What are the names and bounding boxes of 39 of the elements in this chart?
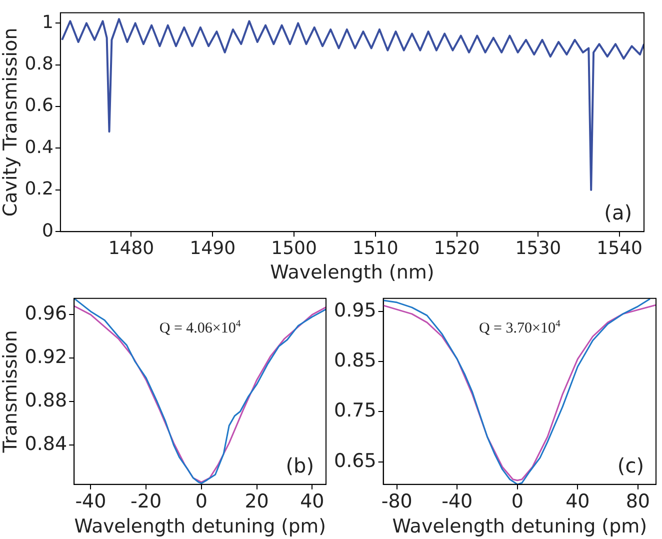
x-tick-label: 1530 — [515, 238, 562, 260]
x-tick-label: -20 — [130, 490, 162, 513]
y-tick-label: 0.65 — [334, 450, 376, 472]
y-tick-label: 0.8 — [24, 54, 54, 75]
x-tick-label: 1520 — [434, 238, 480, 260]
x-tick-label: 1500 — [271, 238, 317, 260]
y-tick-label: 0.95 — [334, 299, 376, 322]
y-tick-label: 0.75 — [334, 400, 376, 422]
x-tick-label: 1510 — [352, 238, 398, 260]
x-tick-label: -40 — [75, 490, 106, 513]
y-tick-label: 0.6 — [24, 95, 54, 116]
y-tick-label: 1 — [42, 12, 54, 33]
y-tick-label: 0.2 — [24, 178, 54, 200]
x-tick-label: 40 — [566, 490, 590, 513]
y-axis-title: Cavity Transmission — [0, 28, 22, 217]
x-tick-label: -80 — [381, 490, 412, 513]
y-axis-title: Transmission — [0, 330, 22, 454]
y-tick-label: 0.4 — [24, 136, 54, 158]
x-tick-label: 40 — [300, 490, 324, 513]
y-tick-label: 0.88 — [24, 390, 68, 412]
y-tick-label: 0.96 — [24, 302, 68, 325]
y-tick-label: 0.84 — [24, 433, 68, 456]
x-tick-label: 80 — [626, 490, 650, 513]
y-tick-label: 0.92 — [24, 346, 68, 368]
x-axis-title: Wavelength detuning (pm) — [74, 515, 326, 538]
x-tick-label: 1490 — [190, 238, 236, 260]
x-tick-label: 0 — [195, 490, 208, 513]
annotation: (c) — [617, 453, 644, 478]
x-tick-label: 0 — [511, 490, 524, 513]
y-tick-label: 0 — [42, 220, 54, 242]
x-axis-title: Wavelength detuning (pm) — [392, 516, 648, 538]
x-tick-label: 20 — [244, 490, 269, 513]
x-tick-label: 1480 — [108, 238, 154, 260]
x-axis-title: Wavelength (nm) — [270, 262, 434, 284]
x-tick-label: -40 — [442, 490, 473, 513]
annotation: (b) — [286, 453, 314, 478]
annotation: (a) — [604, 200, 632, 225]
x-tick-label: 1540 — [596, 238, 642, 260]
y-tick-label: 0.85 — [334, 350, 376, 372]
